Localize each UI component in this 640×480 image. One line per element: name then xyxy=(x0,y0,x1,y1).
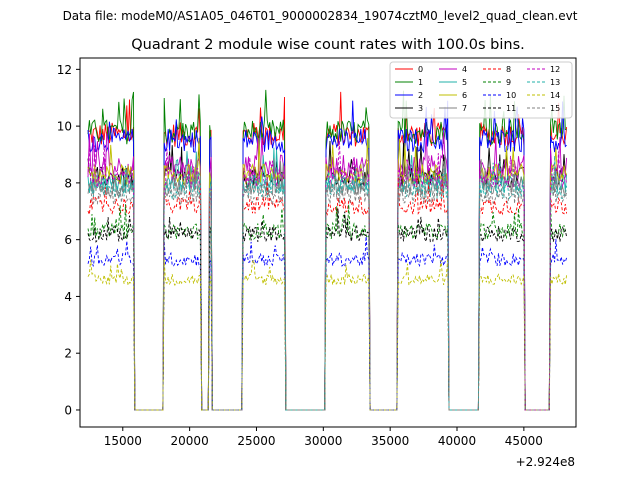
series-line-13 xyxy=(87,155,568,411)
legend-frame xyxy=(389,61,573,119)
y-tick-label: 8 xyxy=(64,176,72,190)
series-line-7 xyxy=(87,156,568,411)
chart-suptitle: Data file: modeM0/AS1A05_046T01_90000028… xyxy=(63,9,578,23)
series-line-12 xyxy=(87,140,568,411)
series-line-14 xyxy=(87,258,568,411)
legend-label-2: 2 xyxy=(418,91,423,100)
series-line-5 xyxy=(87,147,568,411)
series-line-4 xyxy=(87,131,568,411)
legend-label-15: 15 xyxy=(550,104,560,113)
y-tick-label: 4 xyxy=(64,290,72,304)
legend-label-5: 5 xyxy=(462,78,467,87)
series-line-2 xyxy=(87,100,567,411)
series-line-10 xyxy=(87,236,568,411)
series-line-11 xyxy=(87,208,568,411)
plot-frame xyxy=(79,57,577,428)
legend-label-0: 0 xyxy=(418,65,423,74)
legend-label-1: 1 xyxy=(418,78,423,87)
legend-label-8: 8 xyxy=(506,65,511,74)
axes-layer: 15000 20000 25000 30000 35000 40000 45000 0 2 4 6 8… xyxy=(57,63,543,448)
x-tick-label: 30000 xyxy=(304,434,342,448)
y-tick-label: 2 xyxy=(64,347,72,361)
x-offset-label: +2.924e8 xyxy=(516,455,575,469)
x-tick-label: 40000 xyxy=(438,434,476,448)
legend-label-10: 10 xyxy=(506,91,516,100)
y-tick-label: 12 xyxy=(57,63,72,77)
legend-label-14: 14 xyxy=(550,91,560,100)
chart-title: Quadrant 2 module wise count rates with … xyxy=(131,37,525,53)
legend-label-3: 3 xyxy=(418,104,423,113)
x-tick-label: 35000 xyxy=(371,434,409,448)
legend-label-13: 13 xyxy=(550,78,560,87)
legend-label-4: 4 xyxy=(462,65,467,74)
y-tick-label: 10 xyxy=(57,120,72,134)
series-layer xyxy=(87,89,568,411)
series-line-15 xyxy=(87,161,568,411)
series-line-8 xyxy=(87,174,568,411)
legend-label-6: 6 xyxy=(462,91,467,100)
legend-label-9: 9 xyxy=(506,78,511,87)
legend-label-7: 7 xyxy=(462,104,467,113)
x-tick-label: 25000 xyxy=(237,434,275,448)
legend-label-11: 11 xyxy=(506,104,516,113)
series-line-9 xyxy=(87,204,568,411)
x-tick-label: 45000 xyxy=(505,434,543,448)
y-tick-label: 6 xyxy=(64,233,72,247)
x-tick-label: 20000 xyxy=(171,434,209,448)
x-tick-label: 15000 xyxy=(104,434,142,448)
legend-label-12: 12 xyxy=(550,65,560,74)
y-tick-label: 0 xyxy=(64,403,72,417)
